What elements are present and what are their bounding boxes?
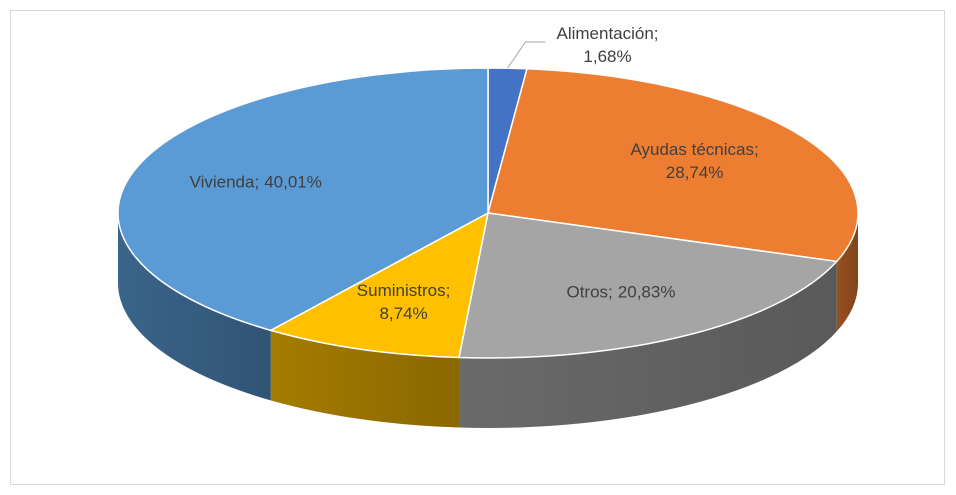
pie-slice (458, 212, 839, 359)
label-category: Otros; (566, 283, 612, 302)
data-label: Otros; 20,83% (566, 283, 675, 302)
label-category: Ayudas técnicas; (630, 140, 758, 159)
data-label: Vivienda; 40,01% (190, 173, 322, 192)
label-value: 8,74% (379, 304, 427, 323)
label-value: 20,83% (618, 283, 676, 302)
leader-line (507, 41, 546, 69)
label-category: Suministros; (357, 281, 451, 300)
pie-slice (117, 67, 489, 332)
pie-slice (487, 68, 859, 263)
label-category: Vivienda; (190, 173, 260, 192)
label-value: 1,68% (583, 47, 631, 66)
label-category: Alimentación; (556, 24, 658, 43)
data-label: Ayudas técnicas; 28,74% (630, 140, 758, 182)
pie-side-shade (836, 213, 858, 332)
pie-side-shade (118, 213, 271, 401)
pie-slice (268, 211, 490, 359)
pie-side-shade (270, 330, 459, 428)
pie-side-shade (458, 261, 837, 428)
label-value: 40,01% (264, 173, 322, 192)
label-value: 28,74% (666, 163, 724, 182)
data-label: Suministros; 8,74% (357, 281, 451, 323)
data-label: Alimentación; 1,68% (556, 24, 658, 66)
